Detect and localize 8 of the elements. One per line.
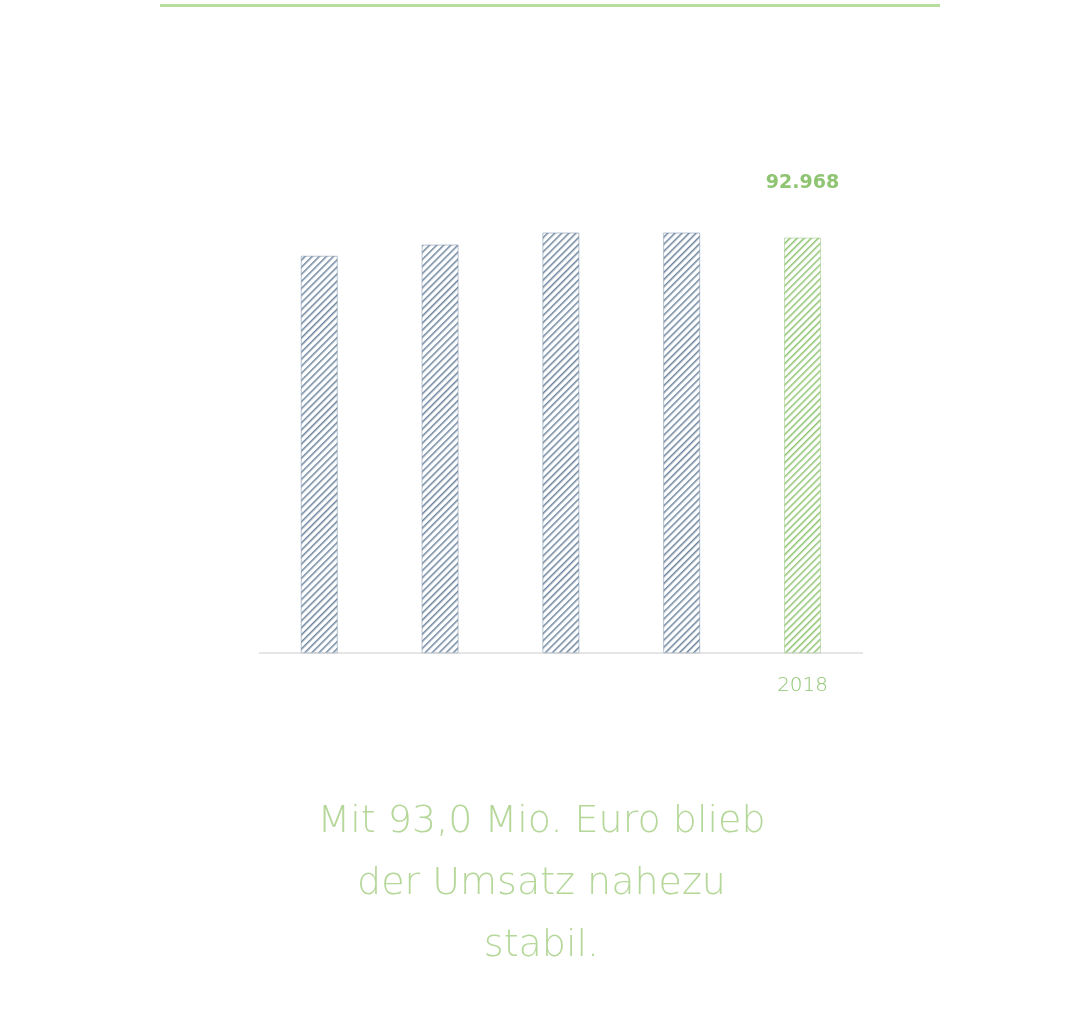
x-tick-label: 2018 [777, 672, 829, 696]
bar [663, 232, 700, 654]
bar [421, 244, 459, 654]
bar [301, 255, 338, 654]
bar [784, 237, 821, 654]
text: Mit 93,0 Mio. Euro blieb der Umsatz nahezu stabil. [316, 796, 767, 967]
bar [542, 232, 580, 654]
data-label: 92.968 [765, 170, 840, 193]
